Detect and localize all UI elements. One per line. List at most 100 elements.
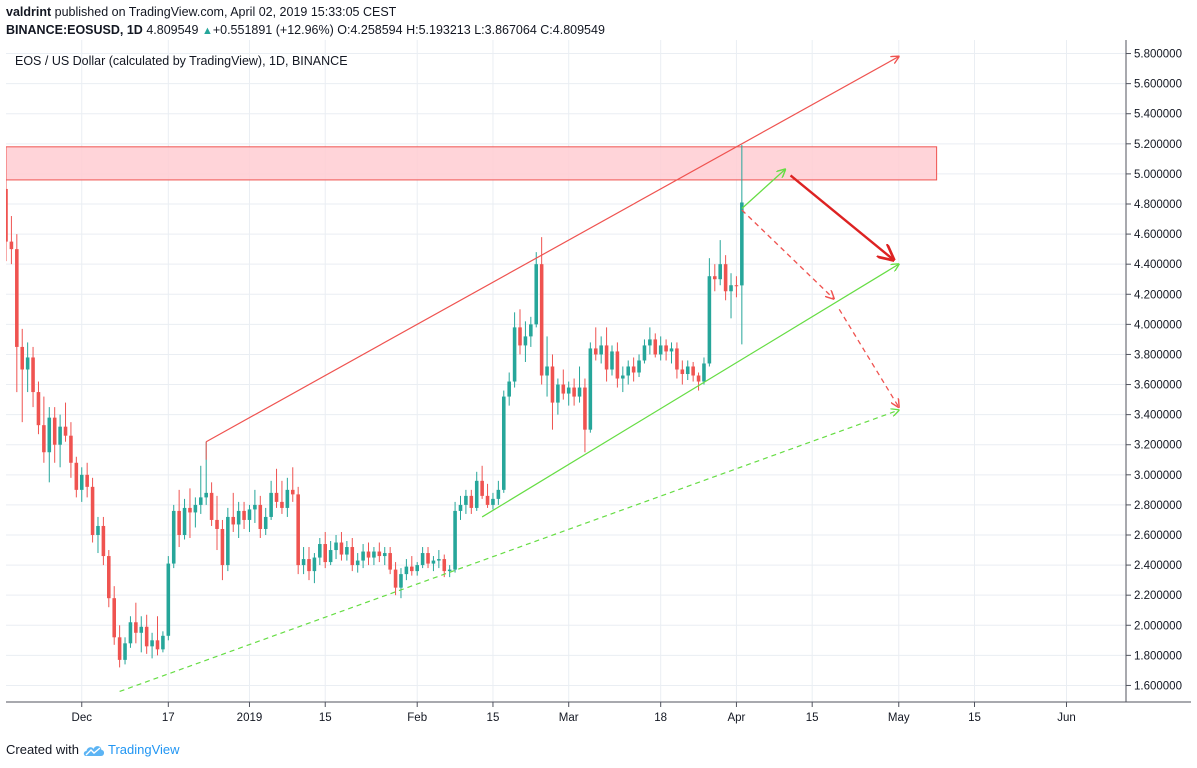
candle-body (583, 387, 587, 430)
candle-body (42, 425, 46, 453)
price-chart[interactable]: 5.800000 5.600000 5.400000 5.200000 5.000000… (4, 40, 1191, 735)
candle (123, 637, 127, 665)
candle-body (664, 345, 668, 352)
created-with-label: Created with (6, 742, 79, 757)
candle-body (653, 339, 658, 355)
candle-body (539, 264, 544, 376)
candle-body (648, 339, 652, 346)
author-name[interactable]: valdrint (6, 5, 52, 19)
candle-body (415, 565, 419, 572)
candle (523, 321, 528, 362)
candle-body (4, 188, 8, 242)
candle (285, 477, 290, 517)
candle-body (404, 566, 409, 575)
candle-body (453, 510, 457, 570)
y-tick-label: 2.800000 (1134, 500, 1182, 512)
candle (150, 632, 154, 659)
candle (566, 381, 571, 406)
y-tick-label: 1.800000 (1134, 650, 1182, 662)
candle-body (740, 202, 744, 286)
candle-body (599, 345, 603, 355)
candle (101, 516, 106, 566)
candle-body (198, 497, 203, 505)
candle-body (361, 551, 365, 561)
publish-info: published on TradingView.com, April 02, … (54, 5, 397, 19)
candle (134, 602, 138, 644)
candle (529, 316, 533, 347)
candle (653, 333, 658, 358)
y-tick-label: 4.000000 (1134, 319, 1182, 331)
y-tick-label: 4.200000 (1134, 289, 1182, 301)
candle (491, 492, 495, 510)
trendlines (119, 57, 899, 693)
candle-body (79, 474, 84, 490)
candle (215, 495, 219, 551)
candle (648, 327, 652, 355)
candle-body (442, 559, 447, 572)
candle-body (247, 509, 252, 520)
x-tick-label: Jun (1057, 712, 1076, 724)
candle-body (566, 387, 571, 394)
candle-body (388, 553, 392, 570)
candle-body (25, 357, 30, 370)
candle (637, 354, 641, 378)
candle (610, 345, 614, 376)
candle-body (426, 553, 430, 564)
candle-body (707, 276, 712, 364)
candle (512, 312, 517, 388)
candle-body (58, 426, 62, 445)
candle (604, 327, 609, 382)
candle (258, 495, 263, 539)
candle (545, 336, 549, 397)
tradingview-brand[interactable]: TradingView (107, 742, 180, 757)
candle (36, 381, 41, 435)
candle (112, 586, 116, 645)
candle-body (621, 375, 625, 379)
candle (69, 422, 73, 478)
candle (85, 462, 89, 498)
last-price: 4.809549 (146, 23, 199, 37)
candle (193, 497, 198, 528)
x-tick-label: Mar (559, 712, 579, 724)
candle (593, 327, 598, 361)
candle-body (9, 241, 14, 250)
candle (90, 477, 95, 543)
candle (372, 547, 376, 566)
candle (453, 501, 457, 573)
candle-body (507, 381, 511, 397)
candle (236, 501, 241, 539)
candle-body (171, 510, 176, 564)
candle-body (139, 626, 144, 633)
y-tick-label: 3.000000 (1134, 470, 1182, 482)
candle-body (193, 504, 198, 513)
candle (42, 396, 46, 463)
candle (290, 467, 295, 502)
candle (144, 614, 149, 654)
candle (345, 541, 349, 561)
y-tick-label: 5.800000 (1134, 49, 1182, 61)
candle (621, 366, 625, 393)
candle-body (464, 495, 468, 505)
candle-body (52, 417, 57, 445)
chart-area[interactable]: 5.800000 5.600000 5.400000 5.200000 5.000000… (4, 40, 1191, 735)
candle-body (318, 544, 322, 558)
y-tick-label: 3.200000 (1134, 440, 1182, 452)
candle-body (323, 544, 328, 563)
candle-body (658, 345, 663, 355)
price-change: +0.551891 (+12.96%) (212, 23, 334, 37)
candle (539, 237, 544, 385)
scenario-arrow (789, 174, 894, 259)
candle (707, 258, 712, 367)
candle (307, 547, 311, 581)
candle-body (480, 480, 484, 496)
high-label: H: (406, 23, 419, 37)
candle (253, 489, 257, 523)
candle-body (20, 346, 25, 370)
candle (426, 547, 430, 569)
close-value: 4.809549 (552, 23, 605, 37)
candle (209, 482, 214, 526)
y-tick-label: 4.400000 (1134, 259, 1182, 271)
candle-body (485, 495, 490, 505)
tradingview-cloud-icon[interactable] (83, 743, 105, 757)
candle-body (512, 327, 517, 382)
